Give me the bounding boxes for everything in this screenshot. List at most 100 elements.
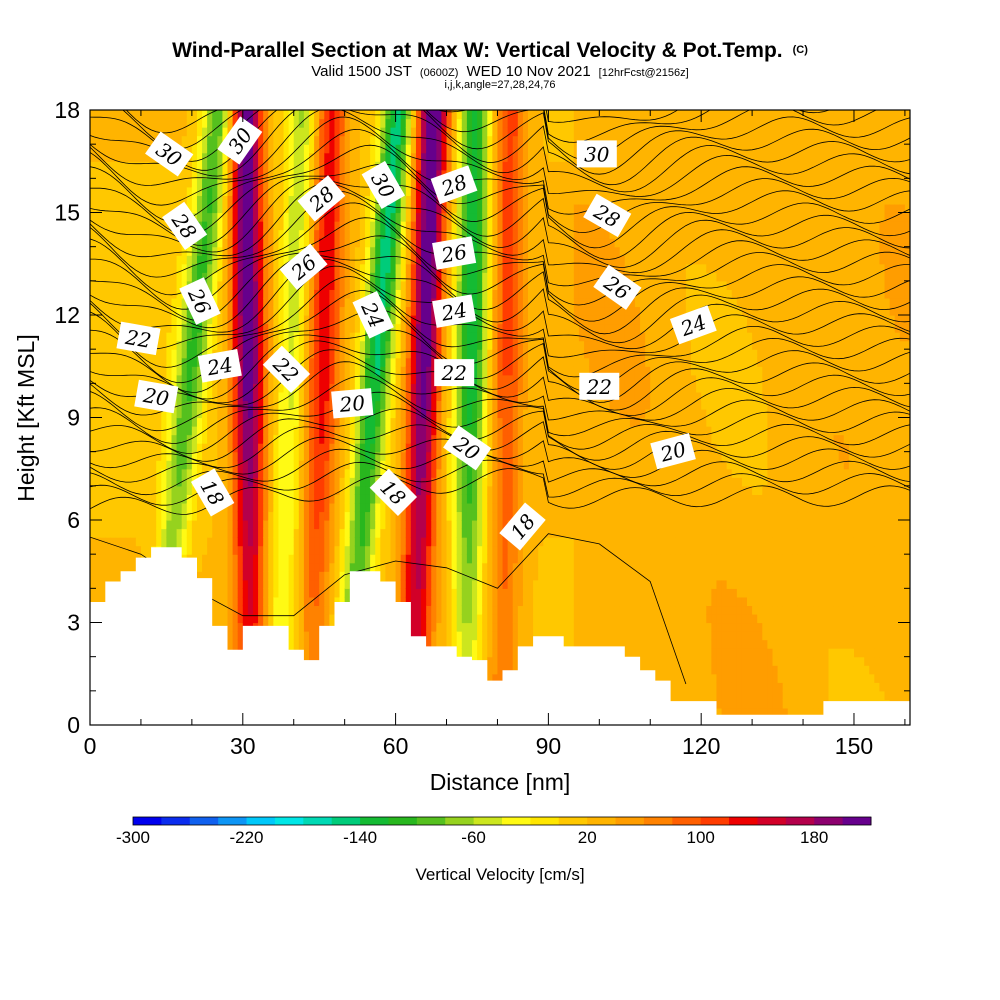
w-field-cell [125,144,132,154]
w-field-cell [400,340,407,350]
w-field-cell [95,212,101,222]
w-field-cell [431,366,437,376]
w-field-cell [339,511,346,521]
w-field-cell [181,502,188,513]
w-field-cell [196,135,203,145]
w-field-cell [400,562,407,572]
w-field-cell [222,605,229,615]
w-field-cell [252,596,259,607]
w-field-cell [415,323,422,333]
w-field-cell [314,648,320,658]
w-field-cell [263,212,269,222]
w-field-cell [410,118,417,128]
w-field-cell [105,537,111,547]
w-field-cell [227,426,234,436]
w-field-cell [222,571,229,581]
w-field-cell [146,110,152,120]
w-field-cell [222,434,229,444]
w-field-cell [288,426,295,436]
w-field-cell [441,639,448,649]
w-field-cell [324,613,330,624]
w-field-cell [232,579,239,589]
w-field-cell [380,468,386,478]
w-field-cell [365,255,371,265]
w-field-cell [273,528,280,538]
w-field-cell [217,110,224,120]
w-field-cell [105,238,111,248]
w-field-cell [309,238,315,248]
w-field-cell [263,511,269,521]
w-field-cell [258,357,264,367]
w-field-cell [354,238,361,248]
w-field-cell [95,434,101,444]
w-field-cell [380,332,386,342]
w-field-cell [415,588,422,598]
w-field-cell [115,545,122,555]
w-field-cell [268,152,274,162]
w-field-cell [298,631,305,641]
w-field-cell [207,161,213,171]
w-field-cell [115,323,122,333]
w-field-cell [176,468,183,478]
w-field-cell [400,221,407,231]
w-field-cell [278,417,285,427]
w-field-cell [100,562,106,572]
w-field-cell [120,161,127,171]
w-field-cell [421,520,427,530]
w-field-cell [298,127,305,137]
w-field-cell [242,263,249,273]
w-field-cell [105,468,111,478]
w-field-cell [186,161,193,171]
w-field-cell [268,263,274,273]
w-field-cell [95,443,101,453]
w-field-cell [202,127,208,137]
w-field-cell [334,357,341,367]
w-field-cell [156,511,162,521]
w-field-cell [263,323,269,333]
w-field-cell [421,178,427,188]
w-field-cell [410,477,417,487]
w-field-cell [334,255,341,265]
w-field-cell [110,520,117,530]
w-field-cell [120,349,127,359]
w-field-cell [273,169,280,179]
w-field-cell [120,408,127,419]
w-field-cell [176,426,183,436]
w-field-cell [436,571,443,581]
w-field-cell [207,537,213,547]
w-field-cell [324,494,330,504]
w-field-cell [115,468,122,478]
w-field-cell [268,374,274,384]
w-field-cell [237,494,244,504]
w-field-cell [354,511,361,521]
w-field-cell [237,571,244,581]
w-field-cell [268,383,274,393]
w-field-cell [380,511,386,521]
w-field-cell [309,554,315,564]
w-field-cell [410,631,417,641]
w-field-cell [258,366,264,376]
w-field-cell [176,434,183,444]
w-field-cell [385,127,392,137]
w-field-cell [324,426,330,436]
w-field-cell [166,178,173,188]
w-field-cell [370,417,376,427]
w-field-cell [242,391,249,402]
w-field-cell [370,443,376,453]
w-field-cell [334,152,341,162]
w-field-cell [283,280,290,290]
w-field-cell [273,545,280,555]
w-field-cell [156,178,162,188]
w-field-cell [242,332,249,342]
w-field-cell [415,212,422,222]
w-field-cell [202,332,208,342]
w-field-cell [90,272,96,282]
w-field-cell [130,127,137,137]
w-field-cell [110,374,117,384]
w-field-cell [431,289,437,299]
w-field-cell [140,246,147,256]
w-field-cell [410,426,417,436]
w-field-cell [140,135,147,145]
w-field-cell [421,494,427,504]
w-field-cell [156,485,162,495]
